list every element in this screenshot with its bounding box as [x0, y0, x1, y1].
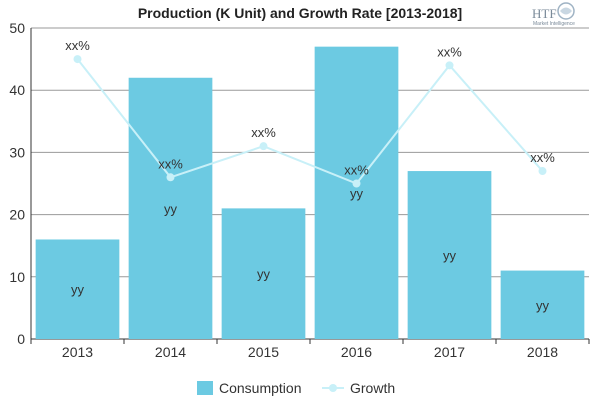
- globe-icon-fill: [560, 7, 572, 15]
- bar-layer: [35, 46, 585, 339]
- legend-consumption-swatch: [197, 381, 213, 395]
- growth-point: [538, 167, 547, 176]
- bar-consumption: [221, 208, 306, 339]
- bar-data-label: yy: [257, 267, 271, 282]
- htf-logo: HTF Market Intelligence: [532, 2, 575, 27]
- x-tick-label: 2014: [155, 344, 186, 360]
- growth-data-label: xx%: [251, 125, 276, 140]
- bar-data-label: yy: [164, 201, 178, 216]
- bar-consumption: [35, 239, 120, 339]
- x-tick-label: 2016: [341, 344, 372, 360]
- bar-consumption: [314, 46, 399, 339]
- x-tick-label: 2015: [248, 344, 279, 360]
- y-tick-label: 30: [9, 144, 25, 160]
- growth-point: [445, 61, 454, 70]
- legend-growth-marker: [329, 384, 337, 392]
- x-tick-label: 2018: [527, 344, 558, 360]
- logo-tagline: Market Intelligence: [533, 21, 575, 27]
- bar-data-label: yy: [71, 282, 85, 297]
- growth-line: [76, 58, 544, 185]
- x-tick-label: 2017: [434, 344, 465, 360]
- growth-point: [166, 173, 175, 182]
- bar-consumption: [407, 171, 492, 339]
- growth-point: [259, 142, 268, 151]
- growth-data-label: xx%: [344, 163, 369, 178]
- chart-title: Production (K Unit) and Growth Rate [201…: [138, 5, 462, 21]
- y-tick-label: 40: [9, 82, 25, 98]
- growth-data-label: xx%: [437, 44, 462, 59]
- legend-consumption-label: Consumption: [219, 380, 302, 396]
- bar-consumption: [500, 270, 585, 339]
- growth-data-label: xx%: [65, 38, 90, 53]
- y-tick-label: 10: [9, 269, 25, 285]
- globe-icon: [557, 2, 575, 20]
- axis-layer: 0 10 20 30 40 50 2013 2014 2015 2016 2017 2018: [9, 20, 590, 360]
- line-layer: [73, 55, 547, 188]
- bar-data-label: yy: [536, 298, 550, 313]
- bar-data-label: yy: [350, 186, 364, 201]
- y-tick-label: 50: [9, 20, 25, 36]
- bar-consumption: [128, 77, 213, 339]
- legend: Consumption Growth: [197, 380, 395, 396]
- logo-brand: HTF: [532, 6, 557, 21]
- label-layer: yy yy yy yy yy yy xx% xx% xx% xx% xx% xx%: [65, 38, 555, 313]
- bar-data-label: yy: [443, 248, 457, 263]
- growth-data-label: xx%: [158, 156, 183, 171]
- legend-growth-label: Growth: [350, 380, 395, 396]
- growth-point: [73, 55, 82, 64]
- x-tick-label: 2013: [62, 344, 93, 360]
- growth-point: [352, 179, 361, 188]
- y-tick-label: 20: [9, 207, 25, 223]
- y-tick-label: 0: [17, 331, 25, 347]
- growth-data-label: xx%: [530, 150, 555, 165]
